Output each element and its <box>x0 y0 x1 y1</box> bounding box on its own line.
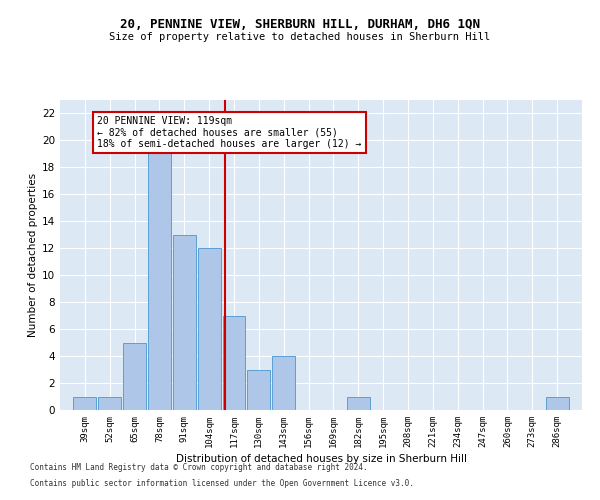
Bar <box>223 316 245 410</box>
Y-axis label: Number of detached properties: Number of detached properties <box>28 173 38 337</box>
Bar <box>148 140 171 410</box>
Bar <box>247 370 271 410</box>
Text: Size of property relative to detached houses in Sherburn Hill: Size of property relative to detached ho… <box>109 32 491 42</box>
Bar <box>123 342 146 410</box>
X-axis label: Distribution of detached houses by size in Sherburn Hill: Distribution of detached houses by size … <box>176 454 467 464</box>
Bar <box>98 396 121 410</box>
Text: Contains public sector information licensed under the Open Government Licence v3: Contains public sector information licen… <box>30 478 414 488</box>
Text: 20, PENNINE VIEW, SHERBURN HILL, DURHAM, DH6 1QN: 20, PENNINE VIEW, SHERBURN HILL, DURHAM,… <box>120 18 480 30</box>
Bar <box>545 396 569 410</box>
Text: Contains HM Land Registry data © Crown copyright and database right 2024.: Contains HM Land Registry data © Crown c… <box>30 464 368 472</box>
Bar <box>197 248 221 410</box>
Bar <box>73 396 97 410</box>
Bar <box>173 235 196 410</box>
Bar <box>272 356 295 410</box>
Text: 20 PENNINE VIEW: 119sqm
← 82% of detached houses are smaller (55)
18% of semi-de: 20 PENNINE VIEW: 119sqm ← 82% of detache… <box>97 116 362 150</box>
Bar <box>347 396 370 410</box>
